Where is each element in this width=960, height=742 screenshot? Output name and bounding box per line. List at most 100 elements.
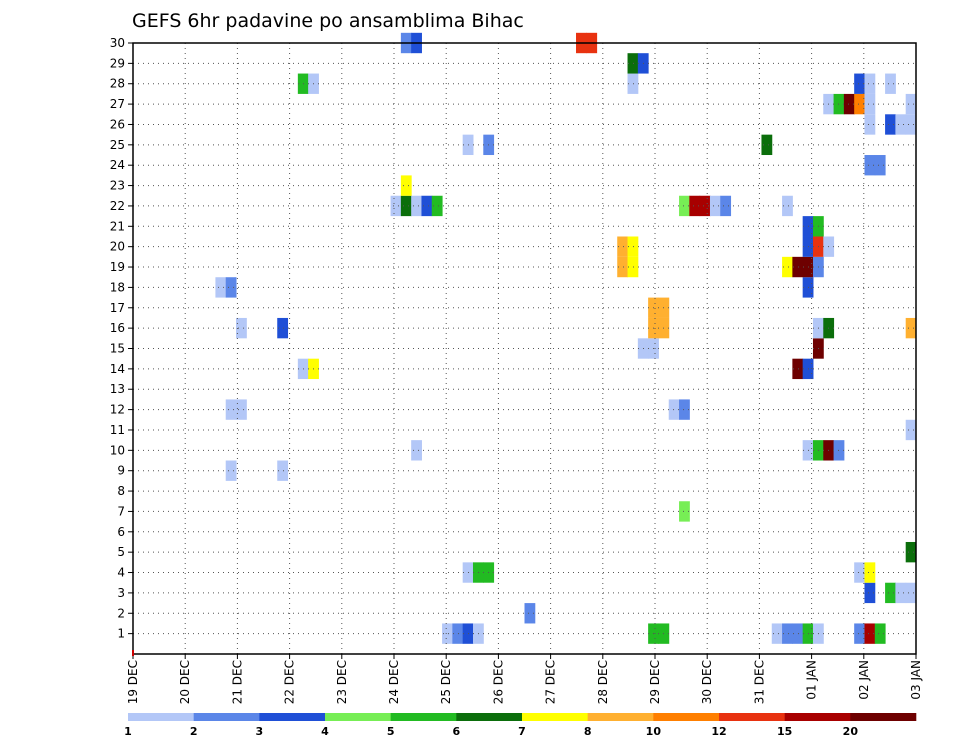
legend-swatch [259, 713, 326, 721]
heatmap-cell [864, 562, 876, 583]
heatmap-cell [864, 623, 876, 644]
heatmap-cell [617, 256, 629, 278]
y-tick-label: 25 [110, 138, 125, 152]
heatmap-cell [215, 277, 227, 298]
legend-label: 4 [321, 725, 329, 738]
y-tick-label: 18 [110, 280, 125, 294]
heatmap-cell [668, 399, 680, 420]
y-tick-label: 1 [117, 627, 125, 641]
x-tick-label: 25 DEC [439, 660, 453, 704]
x-tick-label: 24 DEC [387, 660, 401, 704]
y-tick-label: 21 [110, 219, 125, 233]
y-tick-label: 19 [110, 260, 125, 274]
heatmap-cell [431, 195, 443, 217]
legend-label: 20 [843, 725, 859, 738]
legend-swatch [719, 713, 785, 721]
heatmap-cell [885, 114, 896, 135]
heatmap-cell [885, 73, 896, 94]
heatmap-cell [442, 623, 453, 644]
heatmap-cell [864, 114, 876, 135]
x-tick-label: 01 JAN [805, 660, 819, 700]
y-tick-label: 29 [110, 56, 125, 70]
legend-swatch [325, 713, 391, 721]
y-tick-label: 7 [117, 504, 125, 518]
y-tick-label: 5 [117, 545, 125, 559]
y-tick-label: 2 [117, 606, 125, 620]
legend-swatch [784, 713, 851, 721]
heatmap-cell [236, 317, 247, 339]
x-tick-label: 21 DEC [230, 660, 244, 704]
y-tick-label: 24 [110, 158, 125, 172]
legend-label: 5 [387, 725, 395, 738]
heatmap-cell [895, 114, 907, 135]
heatmap-cell [864, 582, 876, 604]
y-tick-label: 16 [110, 321, 125, 335]
heatmap-cell [864, 73, 876, 94]
y-tick-label: 9 [117, 464, 125, 478]
y-tick-label: 8 [117, 484, 125, 498]
heatmap-cell [720, 195, 732, 217]
heatmap-cell [236, 399, 247, 420]
chart-title: GEFS 6hr padavine po ansamblima Bihac [132, 10, 524, 32]
legend-label: 15 [777, 725, 792, 738]
heatmap-cell [843, 93, 855, 115]
x-tick-label: 03 JAN [909, 660, 923, 700]
x-tick-label: 22 DEC [283, 660, 297, 704]
y-tick-label: 13 [110, 382, 125, 396]
heatmap-cell [400, 175, 412, 196]
heatmap-cell [627, 73, 639, 94]
heatmap-cell [627, 53, 639, 74]
y-tick-label: 4 [117, 566, 125, 580]
heatmap-cell [864, 155, 876, 176]
y-tick-label: 26 [110, 117, 125, 131]
heatmap-cell [390, 195, 402, 217]
x-tick-label: 26 DEC [491, 660, 505, 704]
y-tick-label: 10 [110, 443, 125, 457]
dotted-grid [133, 42, 916, 654]
heatmap-cell [874, 155, 886, 176]
heatmap-cell [792, 623, 804, 644]
legend-label: 10 [646, 725, 662, 738]
legend-swatch [193, 713, 260, 721]
legend-label: 3 [256, 725, 264, 738]
heatmap-cell [689, 195, 701, 217]
heatmap-cell [905, 114, 917, 135]
x-tick-label: 27 DEC [544, 660, 558, 704]
legend-label: 12 [711, 725, 726, 738]
y-tick-label: 14 [110, 362, 125, 376]
legend-swatch [128, 713, 194, 721]
heatmap-cell [792, 358, 804, 380]
heatmap-cell [627, 236, 639, 257]
y-tick-label: 11 [110, 423, 125, 437]
y-tick-label: 23 [110, 179, 125, 193]
heatmap-cell [277, 317, 289, 339]
legend-swatch [653, 713, 720, 721]
heatmap-cell [679, 501, 690, 522]
heatmap-cell [411, 195, 422, 217]
heatmap-cell [277, 460, 289, 481]
heatmap-cell [854, 562, 865, 583]
heatmap-cell [524, 603, 536, 624]
y-tick-label: 30 [110, 36, 125, 50]
legend-label: 1 [124, 725, 132, 738]
legend-label: 8 [584, 725, 592, 738]
legend-label: 7 [518, 725, 526, 738]
heatmap-cell [452, 623, 464, 644]
heatmap-cell [874, 623, 886, 644]
heatmap-cell [709, 195, 721, 217]
heatmap-cell [617, 236, 629, 257]
legend-swatch [390, 713, 457, 721]
heatmap-cell [782, 256, 793, 278]
heatmap-cell [225, 399, 237, 420]
heatmap-cell [771, 623, 783, 644]
heatmap-cell [761, 134, 773, 156]
heatmap-cell [905, 541, 917, 563]
x-tick-label: 20 DEC [178, 660, 192, 704]
heatmap-cell [905, 419, 917, 441]
x-tick-label: 31 DEC [752, 660, 766, 704]
legend-swatch [587, 713, 654, 721]
heatmap-cell [864, 93, 876, 115]
y-tick-label: 3 [117, 586, 125, 600]
legend-swatch [456, 713, 523, 721]
